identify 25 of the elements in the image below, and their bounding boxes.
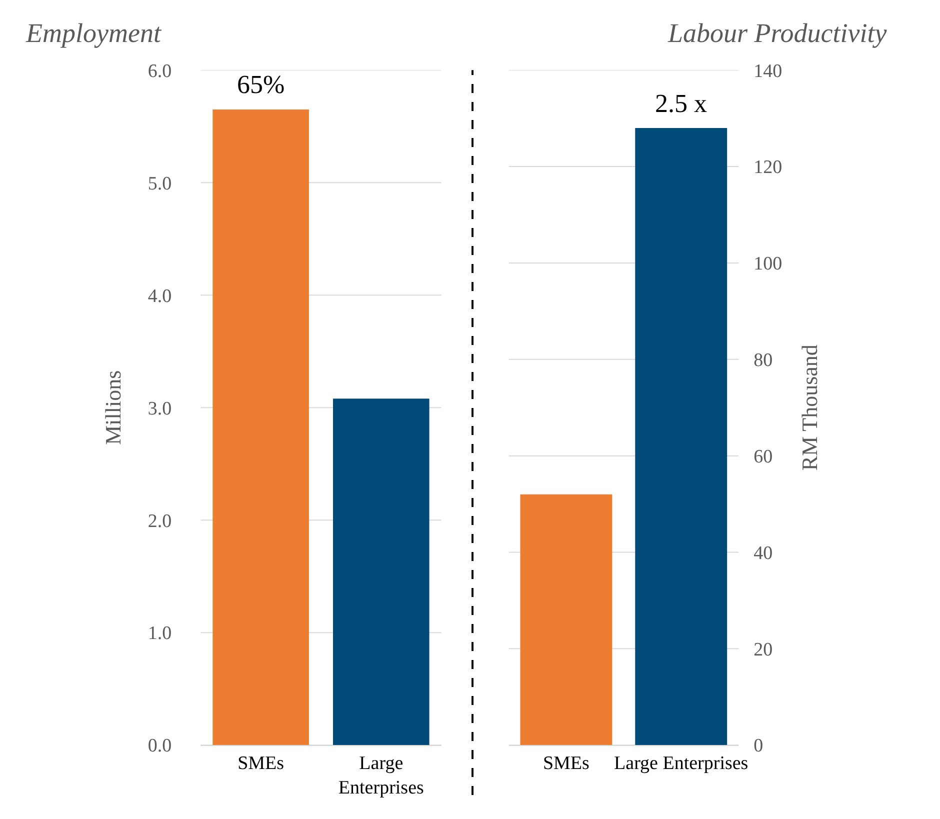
- chart-title: Employment: [25, 18, 162, 48]
- x-tick-label: SMEs: [238, 752, 284, 774]
- y-tick-label: 100: [754, 254, 782, 275]
- annotation: 65%: [237, 70, 285, 99]
- y-tick-label: 80: [754, 350, 773, 372]
- y-tick-label: 140: [754, 60, 782, 82]
- y-tick-label: 5.0: [148, 173, 172, 194]
- y-tick-label: 0: [754, 736, 764, 757]
- y-tick-label: 2.0: [148, 510, 172, 532]
- y-axis-title: RM Thousand: [796, 344, 822, 471]
- y-tick-label: 40: [754, 542, 773, 564]
- y-axis-title: Millions: [100, 370, 126, 445]
- y-tick-label: 0.0: [148, 736, 172, 757]
- x-tick-label: SMEs: [542, 752, 590, 774]
- y-tick-label: 60: [754, 446, 773, 468]
- y-tick-label: 3.0: [148, 398, 172, 420]
- y-tick-label: 1.0: [148, 623, 172, 644]
- y-tick-label: 6.0: [148, 60, 172, 82]
- y-tick-label: 4.0: [148, 286, 172, 307]
- chart-title: Labour Productivity: [667, 18, 887, 48]
- x-tick-label: Large Enterprises: [338, 752, 424, 799]
- y-tick-label: 20: [754, 639, 773, 660]
- x-tick-label: Large Enterprises: [614, 752, 748, 774]
- annotation: 2.5 x: [655, 89, 707, 118]
- y-tick-label: 120: [754, 157, 782, 178]
